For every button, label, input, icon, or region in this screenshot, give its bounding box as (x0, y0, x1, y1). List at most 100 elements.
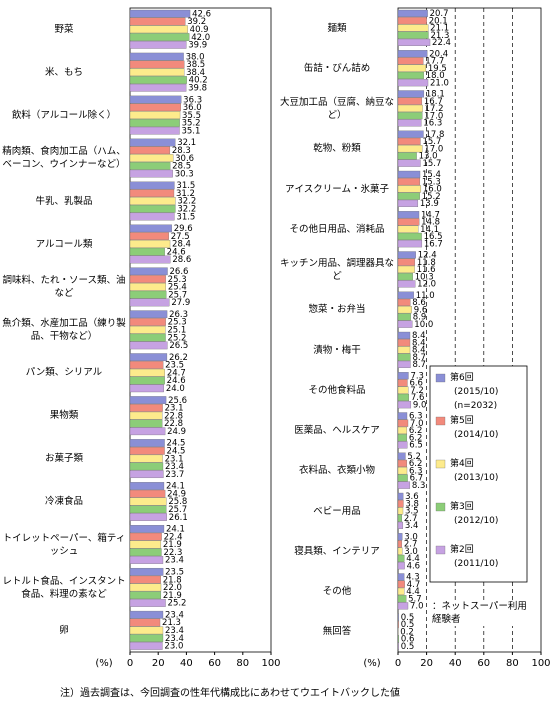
bar (397, 481, 411, 489)
bar (397, 145, 423, 153)
category-label: 缶詰・びん詰め (303, 62, 371, 74)
footnote: 注）過去調査は、今回調査の性年代構成比にあわせてウエイトバックした値 (60, 688, 400, 699)
value-label: 40.2 (189, 76, 208, 86)
value-label: 15.3 (422, 177, 441, 187)
bar (397, 119, 422, 127)
bar (129, 556, 164, 564)
value-label: 38.4 (186, 68, 205, 78)
bar (129, 454, 163, 463)
bar (397, 360, 411, 368)
bar (129, 470, 164, 479)
bar (129, 9, 191, 18)
value-label: 39.2 (187, 17, 206, 27)
category-label: 無回答 (322, 626, 352, 638)
bar (129, 532, 162, 541)
bar (129, 610, 164, 619)
category-label: パン類、シリアル (25, 367, 103, 379)
value-label: 25.8 (168, 497, 187, 507)
value-label: 16.5 (424, 232, 443, 242)
category-label: 牛乳、乳製品 (35, 195, 93, 207)
bar (397, 38, 431, 46)
value-label: 4.4 (406, 554, 420, 564)
value-label: 0.2 (400, 627, 414, 637)
value-label: 25.7 (168, 290, 187, 300)
bar (397, 320, 413, 328)
value-label: 7.0 (410, 602, 424, 612)
value-label: 8.9 (413, 313, 427, 323)
bar (129, 255, 171, 264)
bar (129, 298, 170, 307)
value-label: 17.7 (425, 57, 444, 67)
bar (397, 613, 399, 621)
category-label: 調味料、たれ・ソース類、油など (2, 275, 126, 300)
legend-label: 第4回 (450, 459, 474, 469)
bar (397, 178, 421, 186)
value-label: 3.6 (405, 492, 419, 502)
category-label: アルコール類 (35, 238, 93, 250)
value-label: 32.2 (177, 204, 196, 214)
bar (397, 521, 404, 529)
category-label: アイスクリーム・氷菓子 (285, 183, 389, 195)
value-label: 7.3 (410, 371, 424, 381)
value-label: 10.3 (415, 272, 434, 282)
legend-swatch (435, 373, 446, 383)
bar (397, 346, 411, 354)
bar (129, 548, 162, 557)
value-label: 8.4 (412, 331, 426, 341)
value-label: 8.7 (412, 353, 426, 363)
value-label: 7.6 (411, 393, 425, 403)
bar (397, 642, 399, 650)
legend-swatch (435, 545, 446, 555)
bar (129, 275, 166, 283)
value-label: 23.4 (165, 610, 184, 620)
bar (397, 313, 411, 321)
bar (397, 540, 403, 548)
bar (129, 411, 163, 420)
category-label: 医薬品、ヘルスケア (294, 425, 380, 437)
value-label: 4.3 (406, 573, 420, 583)
bar (129, 189, 175, 198)
bar (397, 185, 422, 193)
bar (129, 618, 161, 627)
value-label: 17.0 (424, 144, 443, 154)
bar (129, 68, 185, 77)
bar (129, 283, 166, 291)
value-label: 21.9 (163, 591, 182, 601)
bar (129, 634, 164, 642)
bar (397, 562, 405, 570)
bar (397, 467, 408, 475)
legend-label: 第2回 (450, 545, 474, 555)
value-label: 9.6 (414, 305, 428, 315)
value-label: 20.7 (430, 9, 449, 19)
value-label: 13.0 (419, 152, 438, 162)
value-label: 14.1 (420, 225, 439, 235)
value-label: 39.9 (188, 41, 207, 51)
value-label: 25.3 (168, 275, 187, 285)
value-label: 31.5 (176, 181, 195, 191)
x-tick-label: 0 (127, 658, 133, 669)
bar (129, 325, 166, 334)
x-axis-label: (%) (363, 658, 380, 669)
x-tick-label: 40 (180, 658, 193, 669)
bar (397, 426, 408, 434)
value-label: 24.1 (166, 482, 185, 492)
category-label: 魚介類、水産加工品（練り製品、干物など） (2, 317, 126, 342)
value-label: 5.7 (408, 594, 422, 604)
bar (129, 204, 176, 213)
value-label: 6.6 (409, 379, 423, 389)
value-label: 16.7 (424, 239, 443, 249)
category-label: キッチン用品、調理器具など (280, 257, 395, 282)
bar (129, 310, 168, 319)
value-label: 22.8 (164, 419, 183, 429)
value-label: 26.2 (169, 353, 188, 363)
value-label: 24.1 (166, 525, 185, 535)
value-label: 25.2 (168, 599, 187, 609)
legend-label: 第5回 (450, 416, 474, 426)
value-label: 16.0 (423, 185, 442, 195)
value-label: 3.5 (405, 507, 419, 517)
value-label: 28.4 (172, 240, 191, 250)
value-label: 11.8 (417, 258, 436, 268)
value-label: 29.6 (174, 224, 193, 234)
value-label: 17.8 (425, 130, 444, 140)
bar (129, 181, 175, 190)
